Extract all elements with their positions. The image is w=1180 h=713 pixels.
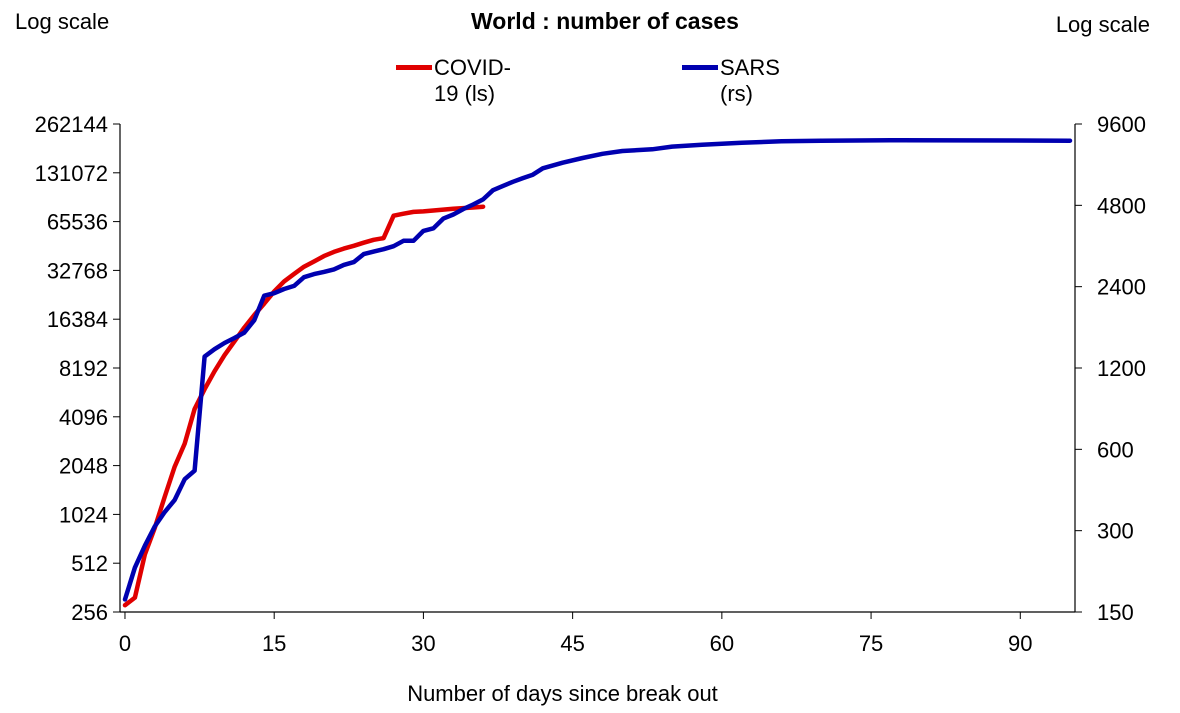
x-tick-label: 60 — [710, 631, 734, 656]
legend-label-covid: COVID-19 (ls) — [434, 55, 511, 106]
right-tick-label: 9600 — [1097, 112, 1146, 137]
right-axis-label: Log scale — [1055, 12, 1150, 37]
sars-series-line — [122, 137, 1073, 602]
chart-title: World : number of cases — [471, 8, 739, 34]
left-tick-label: 256 — [71, 600, 108, 625]
x-tick-label: 15 — [262, 631, 286, 656]
left-tick-label: 32768 — [47, 258, 108, 283]
legend-swatch-sars — [682, 65, 718, 70]
left-tick-label: 8192 — [59, 356, 108, 381]
left-tick-label: 4096 — [59, 405, 108, 430]
x-tick-label: 45 — [560, 631, 584, 656]
x-axis-title: Number of days since break out — [407, 681, 718, 706]
x-tick-label: 0 — [119, 631, 131, 656]
right-tick-label: 150 — [1097, 600, 1134, 625]
left-tick-label: 262144 — [35, 112, 108, 137]
right-tick-label: 2400 — [1097, 275, 1146, 300]
left-tick-label: 1024 — [59, 502, 108, 527]
x-tick-label: 90 — [1008, 631, 1032, 656]
legend-swatch-covid — [396, 65, 432, 70]
right-tick-label: 4800 — [1097, 193, 1146, 218]
left-tick-label: 16384 — [47, 307, 108, 332]
left-axis-label: Log scale — [15, 9, 110, 34]
left-tick-label: 512 — [71, 551, 108, 576]
x-tick-label: 75 — [859, 631, 883, 656]
legend-label-sars: SARS (rs) — [720, 55, 780, 106]
x-tick-label: 30 — [411, 631, 435, 656]
left-tick-label: 131072 — [35, 161, 108, 186]
covid-series-line — [122, 204, 486, 608]
left-tick-label: 2048 — [59, 454, 108, 479]
right-tick-label: 1200 — [1097, 356, 1146, 381]
right-tick-label: 600 — [1097, 437, 1134, 462]
left-tick-label: 65536 — [47, 210, 108, 235]
right-tick-label: 300 — [1097, 519, 1134, 544]
